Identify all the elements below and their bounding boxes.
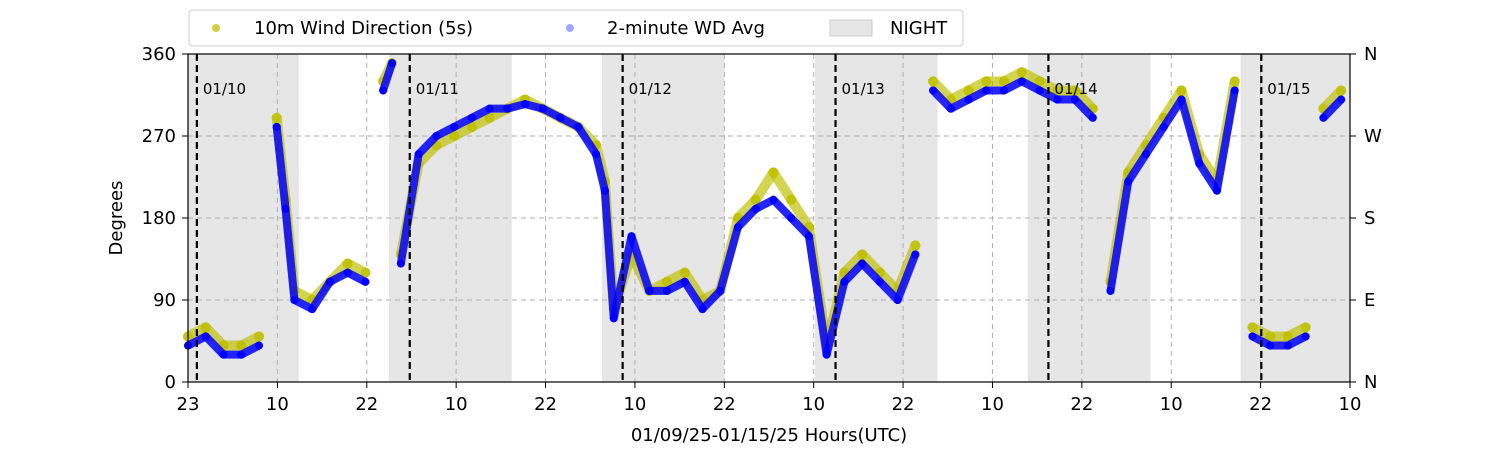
wd2min-trace-1 <box>201 332 228 359</box>
x-axis: 23 10 22 10 22 10 22 10 22 10 22 10 22 10 <box>177 382 1362 415</box>
y-tick-label-0: 0 <box>165 372 176 393</box>
y2-tick-label-2: S <box>1364 208 1375 229</box>
x-tick-label-4: 22 <box>534 394 557 415</box>
legend-marker-2 <box>829 19 873 37</box>
wd2min-trace-55 <box>1106 177 1133 295</box>
x-tick-label-0: 23 <box>177 394 200 415</box>
wd2min-trace-31 <box>680 277 707 314</box>
wd2min-trace-40 <box>840 259 867 286</box>
wd2min-trace-38 <box>804 232 831 359</box>
wd2min-trace-26 <box>600 186 618 323</box>
legend-label-2: NIGHT <box>890 18 948 39</box>
y-axis: 0 90 180 270 360 <box>142 44 188 393</box>
legend: 10m Wind Direction (5s) 2-minute WD Avg NI… <box>188 9 964 47</box>
x-tick-label-13: 10 <box>1339 394 1362 415</box>
wd2min-trace-34 <box>733 204 760 232</box>
y2-tick-label-0: N <box>1364 372 1377 393</box>
y2-tick-label-3: W <box>1364 126 1382 147</box>
wd2min-trace-24 <box>574 122 601 159</box>
wd2min-trace-37 <box>787 214 813 241</box>
wd5s-trace-37 <box>786 194 814 233</box>
x-tick-label-3: 10 <box>445 394 468 415</box>
y-tick-label-1: 90 <box>153 290 176 311</box>
day-label-0: 01/10 <box>203 80 246 98</box>
wd5s-trace-67 <box>1318 85 1347 114</box>
x-tick-label-11: 10 <box>1160 394 1183 415</box>
wd2min-trace-8 <box>308 277 334 314</box>
x-tick-label-10: 22 <box>1070 394 1093 415</box>
y2-axis: N E S W N <box>1350 44 1382 393</box>
wd5s-trace-36 <box>768 167 797 205</box>
y2-tick-label-1: E <box>1364 290 1375 311</box>
day-label-1: 01/11 <box>416 80 459 98</box>
x-tick-label-12: 22 <box>1249 394 1272 415</box>
wd2min-trace-65 <box>1283 332 1310 350</box>
y-tick-label-3: 270 <box>142 126 176 147</box>
day-label-4: 01/14 <box>1054 80 1097 98</box>
day-label-5: 01/15 <box>1267 80 1310 98</box>
y-tick-label-2: 180 <box>142 208 176 229</box>
day-label-2: 01/12 <box>629 80 672 98</box>
x-tick-label-9: 10 <box>981 394 1004 415</box>
wd5s-trace-56 <box>1123 140 1151 178</box>
legend-label-1: 2-minute WD Avg <box>607 18 765 39</box>
wd2min-trace-59 <box>1177 95 1204 168</box>
wd2min-trace-43 <box>893 250 920 304</box>
wd2min-trace-58 <box>1159 95 1186 131</box>
legend-box <box>188 9 964 47</box>
wd2min-trace-10 <box>343 268 370 286</box>
wd5s-trace-57 <box>1140 112 1169 151</box>
x-tick-label-6: 22 <box>713 394 736 415</box>
wd2min-trace-67 <box>1319 95 1346 122</box>
wd2min-trace-32 <box>698 286 725 314</box>
y-tick-label-4: 360 <box>142 44 176 65</box>
wd2min-trace-41 <box>858 259 884 286</box>
x-tick-label-1: 10 <box>266 394 289 415</box>
y2-tick-label-4: N <box>1364 44 1377 65</box>
x-tick-label-8: 22 <box>892 394 915 415</box>
wd2min-trace-28 <box>627 232 654 295</box>
wd5s-trace-53 <box>1070 85 1098 114</box>
x-tick-label-7: 10 <box>802 394 825 415</box>
x-axis-label: 01/09/25-01/15/25 Hours(UTC) <box>631 425 907 446</box>
day-label-3: 01/13 <box>842 80 885 98</box>
x-tick-label-5: 10 <box>623 394 646 415</box>
wd5s-trace-3 <box>236 331 264 351</box>
wd2min-trace-57 <box>1141 122 1168 159</box>
wd2min-trace-61 <box>1212 86 1239 195</box>
wd5s-trace-10 <box>342 258 371 278</box>
wd5s-trace-65 <box>1282 322 1311 342</box>
wd2min-trace-56 <box>1124 150 1150 186</box>
wd2min-trace-5 <box>272 122 290 213</box>
wd2min-trace-3 <box>237 341 263 359</box>
legend-label-0: 10m Wind Direction (5s) <box>254 18 473 39</box>
wd2min-trace-45 <box>929 86 955 113</box>
wd2min-trace-12 <box>379 59 397 95</box>
y-axis-label: Degrees <box>106 181 127 256</box>
wd2min-trace-53 <box>1071 95 1097 122</box>
wd2min-trace-25 <box>592 150 609 195</box>
series-2min-wd-avg <box>184 59 1346 359</box>
wd5s-trace-31 <box>679 267 708 305</box>
wd2min-trace-6 <box>281 204 299 304</box>
legend-marker-1 <box>566 24 574 32</box>
legend-marker-0 <box>212 24 220 32</box>
wd2min-trace-15 <box>414 132 441 159</box>
wd2min-trace-36 <box>769 195 796 222</box>
x-tick-label-2: 22 <box>355 394 378 415</box>
day-marker-lines: 01/10 01/11 01/12 01/13 01/14 01/15 <box>195 54 1311 382</box>
wd2min-trace-33 <box>716 223 742 295</box>
